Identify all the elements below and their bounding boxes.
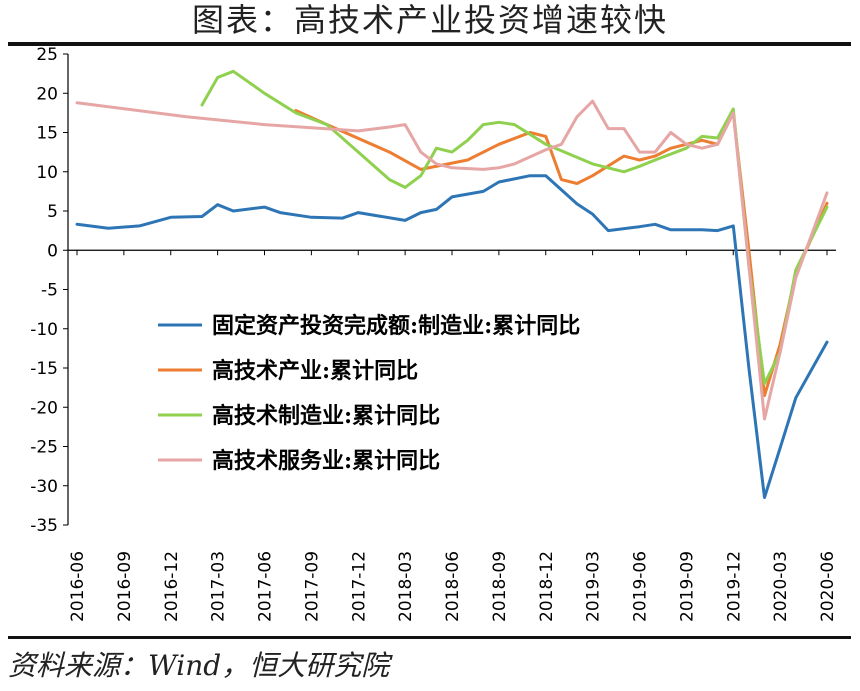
y-tick-label: -15 <box>30 359 58 379</box>
x-tick-label: 2019-06 <box>631 551 651 622</box>
x-tick-label: 2019-09 <box>677 551 697 622</box>
y-tick-label: -10 <box>30 320 58 340</box>
y-tick-label: -20 <box>30 398 58 418</box>
x-tick-label: 2017-03 <box>209 551 229 622</box>
y-tick-label: -5 <box>41 281 58 301</box>
x-tick-label: 2018-03 <box>396 551 416 622</box>
x-tick-label: 2017-09 <box>302 551 322 622</box>
series-line-1 <box>75 174 829 499</box>
y-tick-label: 25 <box>36 45 58 65</box>
y-tick-label: 0 <box>47 241 58 261</box>
legend-label-4: 高技术服务业:累计同比 <box>212 448 440 474</box>
legend-label-1: 固定资产投资完成额:制造业:累计同比 <box>212 313 580 339</box>
y-tick-label: -25 <box>30 438 58 458</box>
series-line-4 <box>75 99 829 421</box>
x-tick-label: 2017-06 <box>256 551 276 622</box>
x-tick-label: 2020-03 <box>771 551 791 622</box>
y-tick-label: 10 <box>36 163 58 183</box>
top-divider <box>8 42 851 46</box>
legend: 固定资产投资完成额:制造业:累计同比高技术产业:累计同比高技术制造业:累计同比高… <box>158 313 580 474</box>
series-layer <box>75 69 829 499</box>
y-tick-label: 20 <box>36 84 58 104</box>
x-tick-label: 2016-12 <box>162 551 182 622</box>
bottom-divider <box>8 636 851 639</box>
x-tick-label: 2020-06 <box>818 551 838 622</box>
x-tick-label: 2016-06 <box>68 551 88 622</box>
chart-axes: 25 20 15 10 5 0 -5 -10 -15 -20 -25 -30 -35 2016-06 201… <box>30 45 838 622</box>
y-tick-label: 15 <box>36 124 58 144</box>
x-tick-label: 2017-12 <box>349 551 369 622</box>
y-tick-label: 5 <box>47 202 58 222</box>
x-tick-label: 2016-09 <box>115 551 135 622</box>
x-tick-label: 2018-09 <box>490 551 510 622</box>
x-tick-label: 2019-03 <box>584 551 604 622</box>
source-note: 资料来源：Wind，恒大研究院 <box>8 649 390 682</box>
y-tick-label: -35 <box>30 516 58 536</box>
legend-label-2: 高技术产业:累计同比 <box>212 358 418 384</box>
y-tick-label: -30 <box>30 477 58 497</box>
x-tick-label: 2019-12 <box>724 551 744 622</box>
x-tick-label: 2018-12 <box>537 551 557 622</box>
chart-title: 图表：高技术产业投资增速较快 <box>191 1 668 39</box>
x-tick-label: 2018-06 <box>443 551 463 622</box>
legend-label-3: 高技术制造业:累计同比 <box>212 403 440 429</box>
